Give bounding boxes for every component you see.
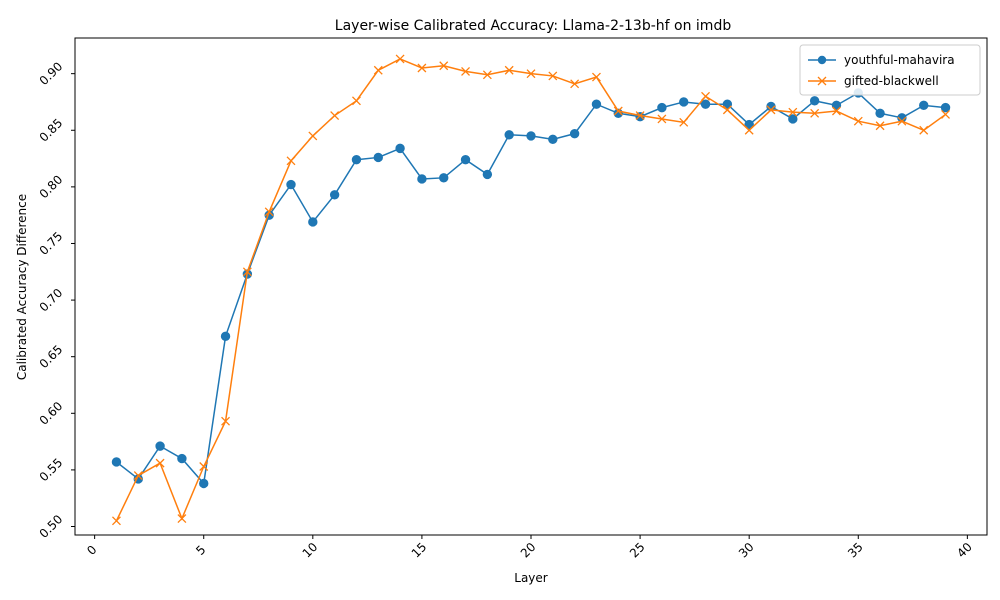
data-point xyxy=(548,71,558,81)
data-point xyxy=(701,91,711,101)
data-point xyxy=(700,99,711,109)
data-point xyxy=(526,131,536,141)
legend-marker xyxy=(817,55,827,65)
data-point xyxy=(111,516,121,526)
data-point xyxy=(461,66,471,76)
data-point xyxy=(373,65,383,75)
data-point xyxy=(766,105,776,115)
data-point xyxy=(940,102,951,113)
data-point xyxy=(286,179,296,190)
data-point xyxy=(875,108,885,118)
data-point xyxy=(788,107,798,117)
data-point xyxy=(395,143,405,154)
y-axis-label: Calibrated Accuracy Difference xyxy=(15,194,29,380)
data-point xyxy=(177,514,187,524)
data-point xyxy=(264,207,274,217)
data-point xyxy=(439,61,449,71)
data-point xyxy=(722,105,732,115)
data-point xyxy=(330,111,340,121)
series-gifted-blackwell xyxy=(111,54,951,526)
x-axis-label: Layer xyxy=(514,571,548,585)
data-point xyxy=(177,453,187,464)
data-point xyxy=(155,441,165,451)
data-point xyxy=(417,63,427,73)
data-point xyxy=(439,173,449,183)
data-point xyxy=(133,471,143,481)
data-point xyxy=(373,152,383,163)
data-point xyxy=(351,155,362,165)
data-point xyxy=(111,457,122,467)
legend-label: gifted-blackwell xyxy=(844,74,939,88)
data-point xyxy=(482,169,493,180)
legend: youthful-mahavira gifted-blackwell xyxy=(799,44,981,96)
data-point xyxy=(941,109,951,119)
legend-marker xyxy=(817,76,827,86)
data-point xyxy=(570,79,580,89)
data-point xyxy=(526,69,536,79)
legend-item: youthful-mahavira xyxy=(808,53,955,67)
data-point xyxy=(155,458,165,468)
data-point xyxy=(199,462,209,471)
data-point xyxy=(221,416,231,426)
data-point xyxy=(286,156,296,166)
data-point xyxy=(591,99,602,109)
legend-label: youthful-mahavira xyxy=(844,53,955,67)
data-point xyxy=(591,72,601,82)
data-point xyxy=(722,99,733,109)
data-point xyxy=(788,114,798,124)
legend-box xyxy=(799,44,981,96)
data-point xyxy=(395,54,405,64)
data-point xyxy=(744,125,754,135)
data-point xyxy=(504,130,514,140)
data-point xyxy=(679,117,689,127)
data-point xyxy=(613,106,623,116)
data-point xyxy=(329,190,340,200)
chart-title: Layer-wise Calibrated Accuracy: Llama-2-… xyxy=(335,18,732,34)
data-point xyxy=(482,70,492,80)
data-point xyxy=(679,97,689,107)
data-point xyxy=(220,331,231,342)
data-point xyxy=(919,125,929,135)
data-point xyxy=(199,478,209,489)
data-point xyxy=(919,100,929,111)
legend-item: gifted-blackwell xyxy=(808,74,939,88)
data-point xyxy=(417,174,427,184)
data-point xyxy=(744,119,754,130)
data-point xyxy=(242,267,252,277)
data-point xyxy=(831,106,841,116)
data-point xyxy=(657,114,667,124)
data-point xyxy=(308,131,318,141)
data-point xyxy=(635,111,645,121)
data-point xyxy=(548,134,558,145)
data-point xyxy=(569,128,580,139)
data-point xyxy=(460,155,471,165)
data-point xyxy=(308,217,318,227)
data-point xyxy=(875,121,885,131)
data-point xyxy=(831,100,842,111)
data-point xyxy=(351,96,361,106)
plot-area xyxy=(111,54,951,526)
data-point xyxy=(809,96,820,106)
data-point xyxy=(504,65,514,75)
data-point xyxy=(810,108,820,118)
data-point xyxy=(657,102,667,113)
series-youthful-mahavira xyxy=(111,88,951,489)
data-point xyxy=(853,116,863,126)
data-point xyxy=(897,116,907,126)
